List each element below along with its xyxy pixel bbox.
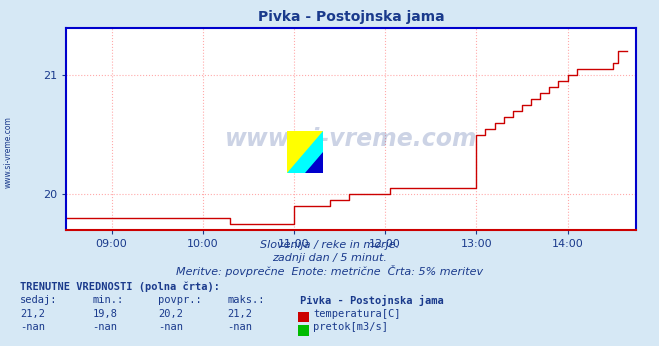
Polygon shape bbox=[287, 131, 323, 173]
Text: 20,2: 20,2 bbox=[158, 309, 183, 319]
Text: -nan: -nan bbox=[158, 322, 183, 333]
Text: temperatura[C]: temperatura[C] bbox=[313, 309, 401, 319]
Text: povpr.:: povpr.: bbox=[158, 295, 202, 305]
Text: www.si-vreme.com: www.si-vreme.com bbox=[4, 116, 13, 188]
Text: -nan: -nan bbox=[92, 322, 117, 333]
Text: 19,8: 19,8 bbox=[92, 309, 117, 319]
Title: Pivka - Postojnska jama: Pivka - Postojnska jama bbox=[258, 10, 444, 24]
Text: Pivka - Postojnska jama: Pivka - Postojnska jama bbox=[300, 295, 444, 306]
Text: min.:: min.: bbox=[92, 295, 123, 305]
Text: -nan: -nan bbox=[20, 322, 45, 333]
Text: sedaj:: sedaj: bbox=[20, 295, 57, 305]
Text: Slovenija / reke in morje.: Slovenija / reke in morje. bbox=[260, 240, 399, 251]
Text: maks.:: maks.: bbox=[227, 295, 265, 305]
Text: TRENUTNE VREDNOSTI (polna črta):: TRENUTNE VREDNOSTI (polna črta): bbox=[20, 282, 219, 292]
Text: -nan: -nan bbox=[227, 322, 252, 333]
Text: 21,2: 21,2 bbox=[20, 309, 45, 319]
Text: Meritve: povprečne  Enote: metrične  Črta: 5% meritev: Meritve: povprečne Enote: metrične Črta:… bbox=[176, 265, 483, 277]
Text: pretok[m3/s]: pretok[m3/s] bbox=[313, 322, 388, 333]
Text: www.si-vreme.com: www.si-vreme.com bbox=[225, 127, 477, 151]
Text: zadnji dan / 5 minut.: zadnji dan / 5 minut. bbox=[272, 253, 387, 263]
Polygon shape bbox=[287, 131, 323, 173]
Text: 21,2: 21,2 bbox=[227, 309, 252, 319]
Polygon shape bbox=[304, 152, 323, 173]
